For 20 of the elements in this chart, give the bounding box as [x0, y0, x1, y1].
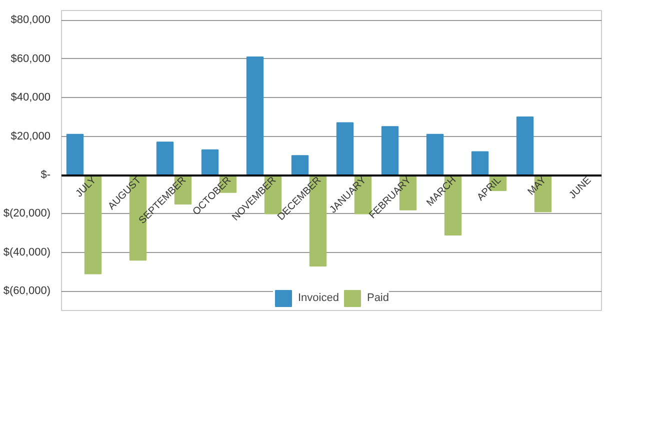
y-tick-label: $-: [40, 169, 51, 182]
legend-label: Paid: [366, 292, 390, 304]
bar: [156, 142, 174, 176]
bar: [471, 151, 489, 176]
bar: [66, 134, 84, 176]
bar: [516, 116, 534, 176]
bar: [291, 155, 309, 176]
bar: [426, 134, 444, 176]
y-tick-label: $(60,000): [3, 285, 51, 298]
y-tick-label: $20,000: [10, 130, 51, 142]
y-tick-label: $(20,000): [3, 208, 51, 220]
bar: [246, 56, 264, 176]
legend-label: Invoiced: [298, 292, 339, 304]
y-tick-label: $60,000: [10, 52, 51, 65]
y-tick-label: $(40,000): [3, 246, 51, 258]
y-tick-label: $40,000: [10, 92, 51, 104]
bar: [381, 126, 399, 176]
bar: [336, 122, 354, 176]
bar: [201, 149, 219, 176]
y-tick-label: $80,000: [10, 14, 51, 26]
